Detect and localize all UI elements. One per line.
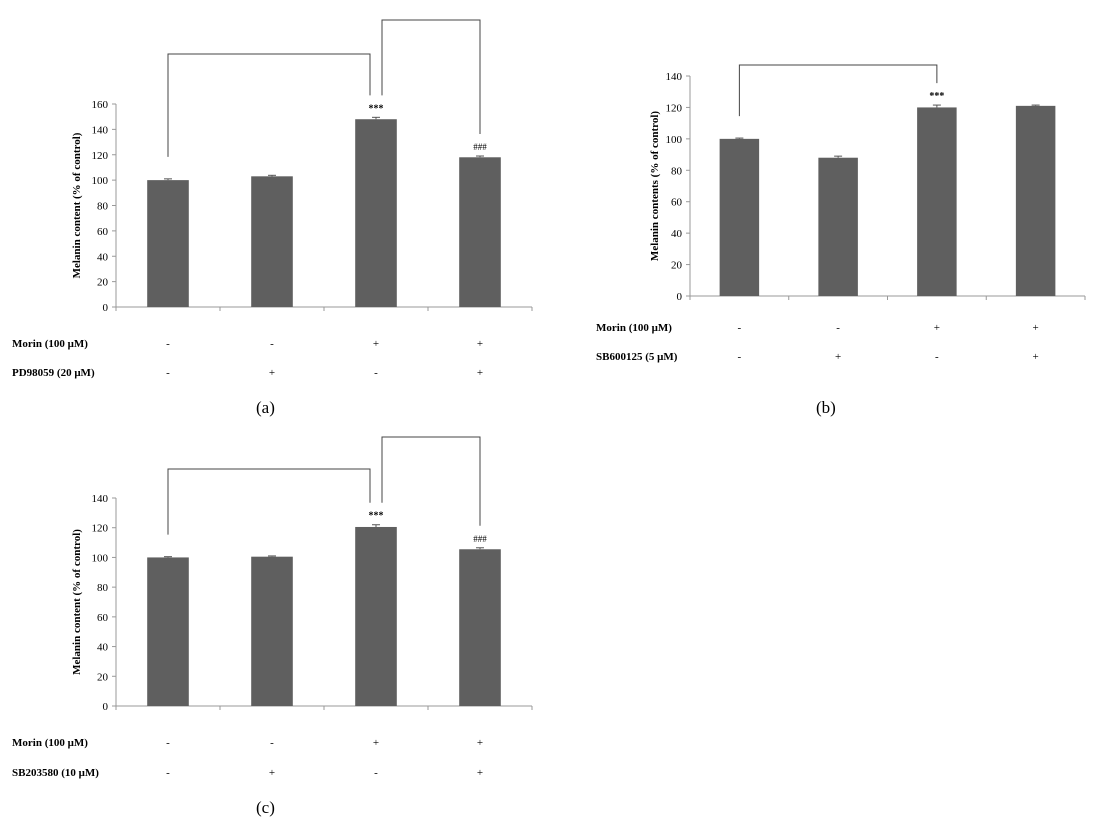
condition-sign: + — [373, 737, 379, 749]
condition-label: Morin (100 μM) — [596, 322, 672, 334]
comparison-bracket — [381, 436, 481, 526]
y-tick-label: 80 — [97, 201, 109, 213]
panel-label-c: (c) — [256, 798, 275, 817]
y-tick-label: 100 — [666, 134, 683, 146]
y-tick-label: 140 — [92, 124, 109, 136]
comparison-bracket — [167, 468, 371, 535]
y-axis-label: Melanin content (% of control) — [71, 529, 83, 675]
y-tick-label: 60 — [671, 197, 683, 209]
bar — [459, 549, 501, 706]
condition-sign: - — [836, 322, 840, 334]
condition-sign: + — [1033, 322, 1039, 334]
condition-sign: - — [166, 737, 170, 749]
condition-sign: - — [166, 367, 170, 379]
y-tick-label: 140 — [666, 71, 683, 83]
comparison-bracket — [381, 19, 481, 135]
condition-sign: - — [166, 767, 170, 779]
bar — [1015, 105, 1056, 296]
bar — [719, 138, 760, 296]
y-tick-label: 60 — [97, 612, 109, 624]
condition-sign: - — [738, 322, 742, 334]
condition-label: Morin (100 μM) — [12, 338, 88, 350]
y-tick-label: 60 — [97, 226, 109, 238]
bar — [251, 556, 293, 706]
significance-mark: *** — [369, 511, 384, 522]
condition-sign: - — [166, 338, 170, 350]
condition-sign: + — [934, 322, 940, 334]
y-tick-label: 20 — [97, 671, 109, 683]
y-axis-label: Melanin content (% of control) — [71, 132, 83, 278]
y-tick-label: 40 — [97, 251, 109, 263]
y-tick-label: 160 — [92, 99, 109, 111]
bar — [147, 180, 189, 307]
bar — [917, 107, 957, 296]
y-tick-label: 100 — [92, 552, 109, 564]
bar — [251, 176, 293, 307]
condition-label: Morin (100 μM) — [12, 737, 88, 749]
y-tick-label: 20 — [671, 260, 683, 272]
bar — [355, 119, 397, 307]
y-tick-label: 40 — [97, 642, 109, 654]
significance-mark: ### — [473, 534, 487, 544]
condition-sign: + — [269, 767, 275, 779]
condition-sign: - — [935, 351, 939, 363]
y-tick-label: 0 — [103, 302, 109, 314]
chart-a: 0 20 40 60 80 100 120 140 160 Melanin content (% … — [12, 19, 533, 379]
condition-label: SB600125 (5 μM) — [596, 351, 678, 363]
y-tick-label: 120 — [666, 102, 683, 114]
condition-sign: + — [835, 351, 841, 363]
condition-sign: - — [374, 367, 378, 379]
condition-sign: + — [373, 338, 379, 350]
bar — [355, 526, 397, 706]
comparison-bracket — [738, 64, 938, 117]
condition-sign: + — [1033, 351, 1039, 363]
y-tick-label: 120 — [92, 150, 109, 162]
condition-sign: - — [270, 737, 274, 749]
bar — [147, 557, 189, 706]
y-tick-label: 0 — [103, 701, 109, 713]
significance-mark: ### — [473, 142, 487, 152]
y-axis-label: Melanin contents (% of control) — [649, 111, 661, 261]
condition-sign: + — [477, 367, 483, 379]
condition-sign: + — [269, 367, 275, 379]
bar — [459, 157, 501, 307]
chart-b: 0 20 40 60 80 100 120 140 Melanin contents (% of… — [596, 64, 1086, 363]
condition-sign: + — [477, 338, 483, 350]
condition-sign: - — [374, 767, 378, 779]
y-tick-label: 80 — [97, 582, 109, 594]
comparison-bracket — [167, 53, 371, 157]
panel-label-a: (a) — [256, 398, 275, 417]
y-tick-label: 80 — [671, 165, 683, 177]
significance-mark: *** — [929, 91, 944, 102]
y-tick-label: 140 — [92, 493, 109, 505]
y-tick-label: 0 — [677, 291, 683, 303]
condition-sign: + — [477, 767, 483, 779]
significance-mark: *** — [369, 103, 384, 114]
y-tick-label: 100 — [92, 175, 109, 187]
y-tick-label: 120 — [92, 523, 109, 535]
chart-c: 0 20 40 60 80 100 120 140 Melanin content (% of … — [12, 436, 533, 779]
condition-label: SB203580 (10 μM) — [12, 767, 99, 779]
condition-label: PD98059 (20 μM) — [12, 367, 95, 379]
bar — [818, 157, 858, 296]
condition-sign: - — [270, 338, 274, 350]
condition-sign: + — [477, 737, 483, 749]
panel-label-b: (b) — [816, 398, 836, 417]
y-tick-label: 20 — [97, 277, 109, 289]
condition-sign: - — [738, 351, 742, 363]
y-tick-label: 40 — [671, 228, 683, 240]
